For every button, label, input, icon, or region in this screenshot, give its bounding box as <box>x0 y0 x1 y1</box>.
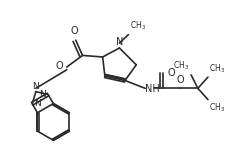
Text: CH$_3$: CH$_3$ <box>173 60 189 72</box>
Text: N: N <box>40 90 46 99</box>
Text: O: O <box>176 75 184 85</box>
Text: CH$_3$: CH$_3$ <box>209 62 225 75</box>
Text: CH$_3$: CH$_3$ <box>130 20 146 32</box>
Text: O: O <box>55 61 63 71</box>
Text: N: N <box>116 37 123 47</box>
Text: CH$_3$: CH$_3$ <box>209 102 225 114</box>
Text: O: O <box>71 26 79 36</box>
Text: N: N <box>34 99 41 108</box>
Text: N: N <box>33 82 39 90</box>
Text: O: O <box>167 68 175 78</box>
Text: NH: NH <box>145 84 160 94</box>
